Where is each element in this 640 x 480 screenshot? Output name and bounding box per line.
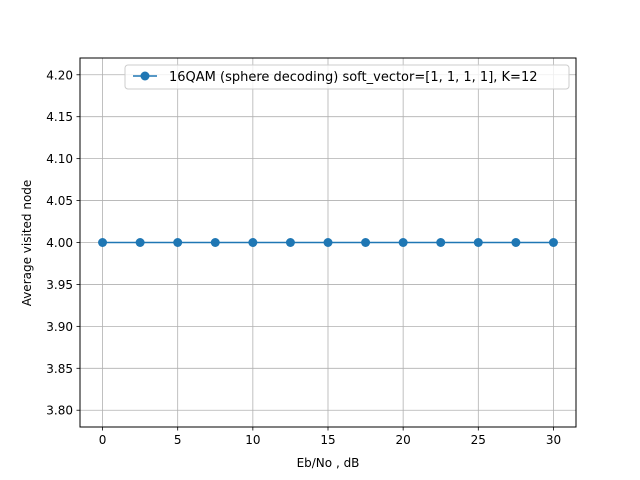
y-tick-label: 3.80 — [46, 404, 73, 418]
data-point — [173, 238, 183, 247]
data-point — [436, 238, 446, 247]
y-tick-label: 4.20 — [46, 68, 73, 82]
data-point — [511, 238, 521, 247]
legend-marker — [140, 71, 150, 81]
y-tick-label: 3.85 — [46, 362, 73, 376]
x-tick-label: 0 — [99, 433, 107, 447]
data-point — [398, 238, 408, 247]
data-point — [248, 238, 258, 247]
data-point — [548, 238, 558, 247]
y-tick-label: 3.90 — [46, 320, 73, 334]
x-tick-label: 20 — [396, 433, 411, 447]
data-point — [323, 238, 333, 247]
data-point — [210, 238, 220, 247]
x-tick-label: 25 — [471, 433, 486, 447]
y-tick-label: 4.00 — [46, 236, 73, 250]
legend-box — [124, 64, 570, 90]
y-tick-label: 4.10 — [46, 152, 73, 166]
data-point — [98, 238, 108, 247]
x-tick-label: 10 — [245, 433, 260, 447]
y-tick-label: 4.05 — [46, 194, 73, 208]
grid — [80, 58, 576, 427]
x-tick-label: 30 — [546, 433, 561, 447]
x-axis-label: Eb/No , dB — [297, 456, 360, 470]
data-point — [135, 238, 145, 247]
x-tick-label: 5 — [174, 433, 182, 447]
data-point — [361, 238, 371, 247]
x-tick-label: 15 — [320, 433, 335, 447]
data-point — [285, 238, 295, 247]
legend-label: 16QAM (sphere decoding) soft_vector=[1, … — [169, 70, 538, 85]
legend: 16QAM (sphere decoding) soft_vector=[1, … — [124, 64, 570, 90]
y-axis-label: Average visited node — [20, 180, 34, 307]
y-tick-label: 4.15 — [46, 110, 73, 124]
series-layer — [98, 238, 558, 247]
y-tick-label: 3.95 — [46, 278, 73, 292]
data-point — [473, 238, 483, 247]
ticks: 0 5 10 15 20 25 30 3.80 3.85 3.90 3.95 4.00 4.05 4.10… — [46, 68, 561, 447]
